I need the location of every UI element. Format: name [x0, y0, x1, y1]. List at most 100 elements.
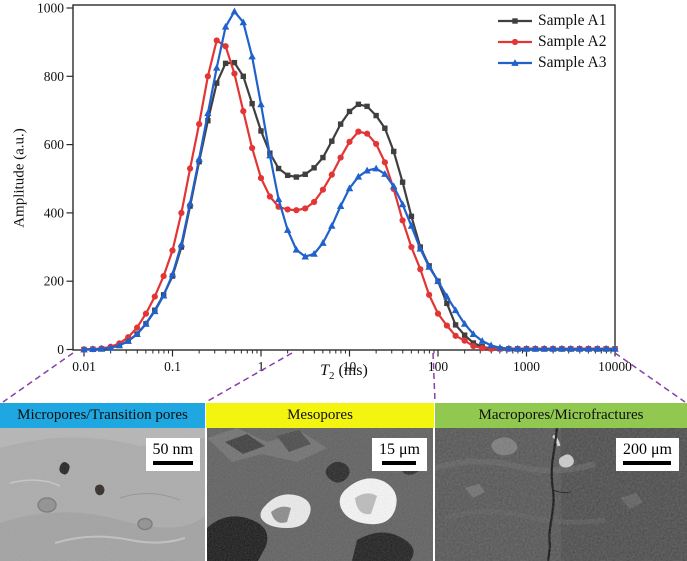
marker-circle: [169, 247, 176, 254]
marker-triangle: [451, 306, 460, 314]
marker-circle: [426, 291, 433, 298]
marker-circle: [302, 205, 309, 212]
band-mesopores: Mesopores: [206, 403, 434, 428]
y-tick-label: 800: [44, 69, 65, 84]
marker-square: [222, 60, 229, 67]
marker-triangle: [292, 245, 301, 253]
marker-triangle: [106, 343, 115, 351]
marker-triangle: [540, 344, 548, 352]
marker-circle: [511, 38, 519, 45]
sem-image-mesopores: 15 μm: [207, 428, 433, 561]
y-tick-label: 200: [44, 274, 65, 289]
marker-square: [444, 300, 450, 307]
scalebar-200um: 200 μm: [615, 438, 679, 471]
legend-entry-sample-a3: Sample A3: [497, 52, 606, 73]
marker-triangle: [611, 344, 619, 352]
marker-triangle: [522, 344, 531, 352]
marker-circle: [346, 138, 353, 145]
legend-label-sample-a1: Sample A1: [538, 11, 607, 29]
marker-square: [364, 103, 370, 110]
legend-entry-sample-a2: Sample A2: [497, 31, 606, 52]
y-tick-label: 1000: [37, 1, 64, 16]
marker-circle: [479, 345, 486, 352]
marker-triangle: [416, 244, 425, 252]
marker-square: [461, 332, 468, 338]
marker-triangle: [159, 291, 168, 299]
marker-triangle: [213, 63, 221, 71]
marker-circle: [222, 43, 229, 50]
scalebar-15um-bar: [382, 461, 417, 465]
marker-triangle: [575, 344, 584, 352]
legend-label-sample-a3: Sample A3: [538, 53, 607, 71]
marker-triangle: [186, 199, 194, 207]
chart-legend: Sample A1 Sample A2 Sample A3: [497, 10, 606, 73]
marker-triangle: [407, 221, 416, 229]
marker-circle: [417, 266, 424, 273]
scalebar-15um-label: 15 μm: [378, 441, 420, 458]
x-tick-label: 10: [343, 359, 357, 374]
marker-circle: [178, 209, 185, 216]
marker-triangle: [124, 337, 132, 344]
marker-square: [329, 138, 335, 144]
marker-square: [382, 125, 388, 131]
marker-triangle: [239, 18, 248, 26]
marker-square: [355, 101, 362, 108]
marker-circle: [266, 193, 273, 200]
marker-circle: [293, 207, 300, 214]
marker-circle: [204, 73, 211, 80]
marker-circle: [213, 37, 220, 44]
marker-triangle: [328, 221, 336, 229]
marker-circle: [381, 159, 388, 166]
marker-triangle: [310, 249, 318, 257]
marker-circle: [434, 310, 442, 317]
marker-circle: [319, 186, 327, 193]
marker-square: [452, 322, 459, 328]
marker-triangle: [513, 344, 522, 352]
marker-triangle: [478, 337, 486, 344]
legend-swatch-sample-a2: [498, 38, 532, 45]
series-sample-a1: [81, 59, 618, 353]
scalebar-50nm-label: 50 nm: [152, 441, 193, 458]
plot-frame: [72, 4, 616, 351]
marker-triangle: [381, 170, 389, 177]
x-tick-label: 1000: [513, 359, 540, 374]
marker-square: [258, 128, 264, 134]
marker-triangle: [487, 341, 495, 349]
marker-circle: [284, 206, 291, 213]
marker-square: [337, 121, 344, 127]
marker-triangle: [460, 319, 469, 327]
marker-triangle: [443, 292, 451, 300]
marker-square: [284, 172, 291, 179]
marker-triangle: [345, 184, 354, 192]
marker-square: [205, 117, 211, 124]
marker-triangle: [168, 270, 177, 278]
x-axis-label-unit: (ms): [334, 362, 368, 379]
marker-triangle: [363, 166, 371, 174]
marker-circle: [257, 174, 265, 182]
marker-triangle: [301, 252, 309, 260]
marker-triangle: [142, 319, 150, 327]
marker-circle: [452, 332, 459, 339]
marker-circle: [399, 217, 406, 224]
marker-circle: [151, 293, 158, 300]
marker-square: [408, 213, 415, 220]
legend-swatch-sample-a3: [498, 58, 532, 66]
marker-triangle: [151, 307, 159, 315]
sem-image-micropores: 50 nm: [0, 428, 205, 561]
marker-circle: [373, 140, 380, 148]
band-micropores: Micropores/Transition pores: [0, 403, 205, 428]
marker-triangle: [469, 330, 478, 338]
marker-circle: [160, 272, 167, 280]
marker-triangle: [221, 22, 230, 30]
marker-triangle: [89, 345, 97, 353]
x-axis-label-subscript: 2: [329, 370, 335, 383]
t2-spectrum-chart: 0 200 400 600 800 1000 0.01 0.1 1 10 100 1000 10000 …: [12, 1, 633, 383]
y-tick-label: 400: [44, 205, 65, 220]
marker-circle: [196, 121, 203, 128]
marker-square: [231, 59, 238, 66]
marker-triangle: [195, 155, 203, 162]
x-axis-label-symbol: T: [320, 362, 330, 379]
marker-circle: [470, 342, 477, 350]
